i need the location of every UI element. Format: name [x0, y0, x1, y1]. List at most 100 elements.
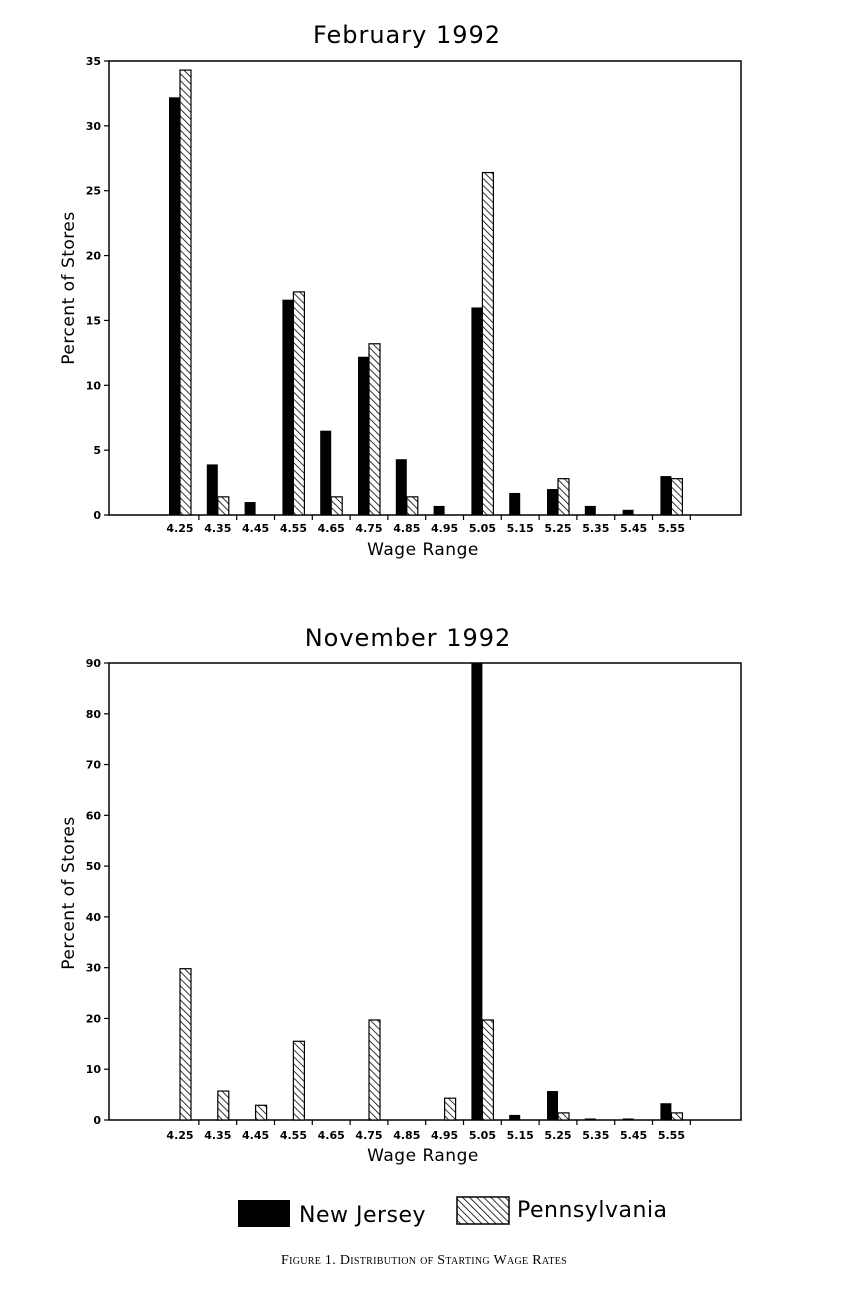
- x-tick-label: 5.05: [469, 522, 496, 535]
- y-tick-label: 0: [93, 1114, 101, 1127]
- chart-title: February 1992: [313, 21, 501, 49]
- x-tick-label: 5.35: [582, 522, 609, 535]
- bars: [169, 69, 684, 516]
- x-tick-label: 4.95: [431, 522, 458, 535]
- bar-pennsylvania: [557, 1112, 570, 1121]
- x-tick-label: 5.05: [469, 1129, 496, 1142]
- x-tick-label: 5.55: [658, 1129, 685, 1142]
- x-tick-label: 4.75: [355, 522, 382, 535]
- x-axis-label: Wage Range: [367, 1146, 479, 1166]
- chart-february-1992: February 1992 Percent of Stores Wage Ran…: [59, 21, 742, 560]
- x-tick-label: 4.45: [242, 522, 269, 535]
- y-tick-label: 90: [86, 657, 102, 670]
- bar-pennsylvania: [217, 1090, 230, 1121]
- bar-new-jersey: [509, 492, 521, 515]
- y-tick-label: 15: [86, 314, 101, 327]
- y-tick-label: 10: [86, 1063, 102, 1076]
- bar-new-jersey: [244, 502, 256, 515]
- bar-pennsylvania: [444, 1097, 457, 1121]
- y-tick-label: 25: [86, 185, 101, 198]
- bar-pennsylvania: [670, 1112, 684, 1121]
- y-tick-label: 80: [86, 708, 102, 721]
- x-tick-label: 4.25: [166, 522, 193, 535]
- bar-new-jersey: [320, 430, 332, 515]
- x-tick-label: 4.35: [204, 522, 231, 535]
- x-tick-label: 4.55: [280, 522, 307, 535]
- bar-pennsylvania: [292, 1040, 305, 1121]
- bar-new-jersey: [358, 356, 369, 515]
- y-ticks: 0 5 10 15 20 25 30 35: [86, 55, 109, 522]
- y-ticks: 0 10 20 30 40 50 60 70 80 90: [86, 657, 109, 1127]
- bar-pennsylvania: [255, 1104, 268, 1121]
- bar-pennsylvania: [481, 171, 494, 516]
- bar-pennsylvania: [406, 496, 419, 516]
- x-ticks: 4.25 4.35 4.45 4.55 4.65 4.75 4.85 4.95 5.05 5.15…: [166, 1120, 691, 1142]
- bar-new-jersey: [584, 505, 596, 515]
- bar-new-jersey: [622, 509, 634, 515]
- legend-swatch-pennsylvania: [456, 1196, 510, 1225]
- bar-new-jersey: [282, 299, 294, 515]
- y-tick-label: 40: [86, 911, 102, 924]
- bar-new-jersey: [395, 459, 407, 515]
- bar-new-jersey: [547, 489, 558, 515]
- plot-frame: [108, 662, 742, 1121]
- x-axis-label: Wage Range: [367, 540, 479, 560]
- y-tick-label: 0: [93, 509, 101, 522]
- bar-new-jersey: [169, 97, 180, 515]
- x-tick-label: 4.65: [318, 1129, 345, 1142]
- x-tick-label: 4.85: [393, 522, 420, 535]
- bar-pennsylvania: [330, 496, 343, 516]
- bar-pennsylvania: [557, 478, 570, 516]
- x-tick-label: 5.55: [658, 522, 685, 535]
- y-tick-label: 20: [86, 1012, 102, 1025]
- bar-pennsylvania: [670, 478, 684, 516]
- legend: New Jersey Pennsylvania: [238, 1196, 668, 1228]
- y-tick-label: 35: [86, 55, 101, 68]
- y-tick-label: 60: [86, 809, 102, 822]
- x-tick-label: 4.25: [166, 1129, 193, 1142]
- x-tick-label: 5.15: [507, 1129, 534, 1142]
- bar-new-jersey: [547, 1091, 558, 1120]
- legend-label-pennsylvania: Pennsylvania: [517, 1198, 668, 1223]
- chart-november-1992: November 1992 Percent of Stores Wage Ran…: [59, 624, 742, 1166]
- bar-pennsylvania: [481, 1019, 494, 1121]
- x-tick-label: 4.45: [242, 1129, 269, 1142]
- y-tick-label: 10: [86, 379, 102, 392]
- y-tick-label: 70: [86, 759, 102, 772]
- bar-new-jersey: [622, 1118, 634, 1120]
- y-axis-label: Percent of Stores: [59, 816, 79, 969]
- y-tick-label: 30: [86, 962, 102, 975]
- bars: [179, 663, 684, 1121]
- y-axis-label: Percent of Stores: [59, 211, 79, 364]
- y-tick-label: 50: [86, 860, 102, 873]
- bar-pennsylvania: [292, 291, 305, 516]
- legend-label-new-jersey: New Jersey: [299, 1203, 426, 1228]
- x-tick-label: 4.75: [355, 1129, 382, 1142]
- y-tick-label: 20: [86, 250, 102, 263]
- x-tick-label: 4.55: [280, 1129, 307, 1142]
- bar-new-jersey: [433, 505, 445, 515]
- y-tick-label: 5: [93, 444, 101, 457]
- x-tick-label: 5.45: [620, 522, 647, 535]
- bar-new-jersey: [509, 1114, 521, 1120]
- x-ticks: 4.25 4.35 4.45 4.55 4.65 4.75 4.85 4.95 5.05 5.15…: [166, 515, 691, 535]
- bar-pennsylvania: [179, 69, 192, 516]
- x-tick-label: 5.35: [582, 1129, 609, 1142]
- legend-swatch-new-jersey: [238, 1200, 290, 1227]
- chart-title: November 1992: [305, 624, 512, 652]
- x-tick-label: 5.25: [544, 522, 571, 535]
- x-tick-label: 5.25: [544, 1129, 571, 1142]
- x-tick-label: 5.45: [620, 1129, 647, 1142]
- bar-new-jersey: [584, 1118, 596, 1120]
- x-tick-label: 4.35: [204, 1129, 231, 1142]
- bar-pennsylvania: [368, 343, 381, 516]
- figure-caption: Figure 1. Distribution of Starting Wage …: [280, 1253, 567, 1268]
- x-tick-label: 4.95: [431, 1129, 458, 1142]
- bar-new-jersey: [660, 476, 672, 515]
- x-tick-label: 4.85: [393, 1129, 420, 1142]
- x-tick-label: 5.15: [507, 522, 534, 535]
- plot-frame: [108, 60, 742, 516]
- y-tick-label: 30: [86, 120, 102, 133]
- bar-pennsylvania: [179, 968, 192, 1121]
